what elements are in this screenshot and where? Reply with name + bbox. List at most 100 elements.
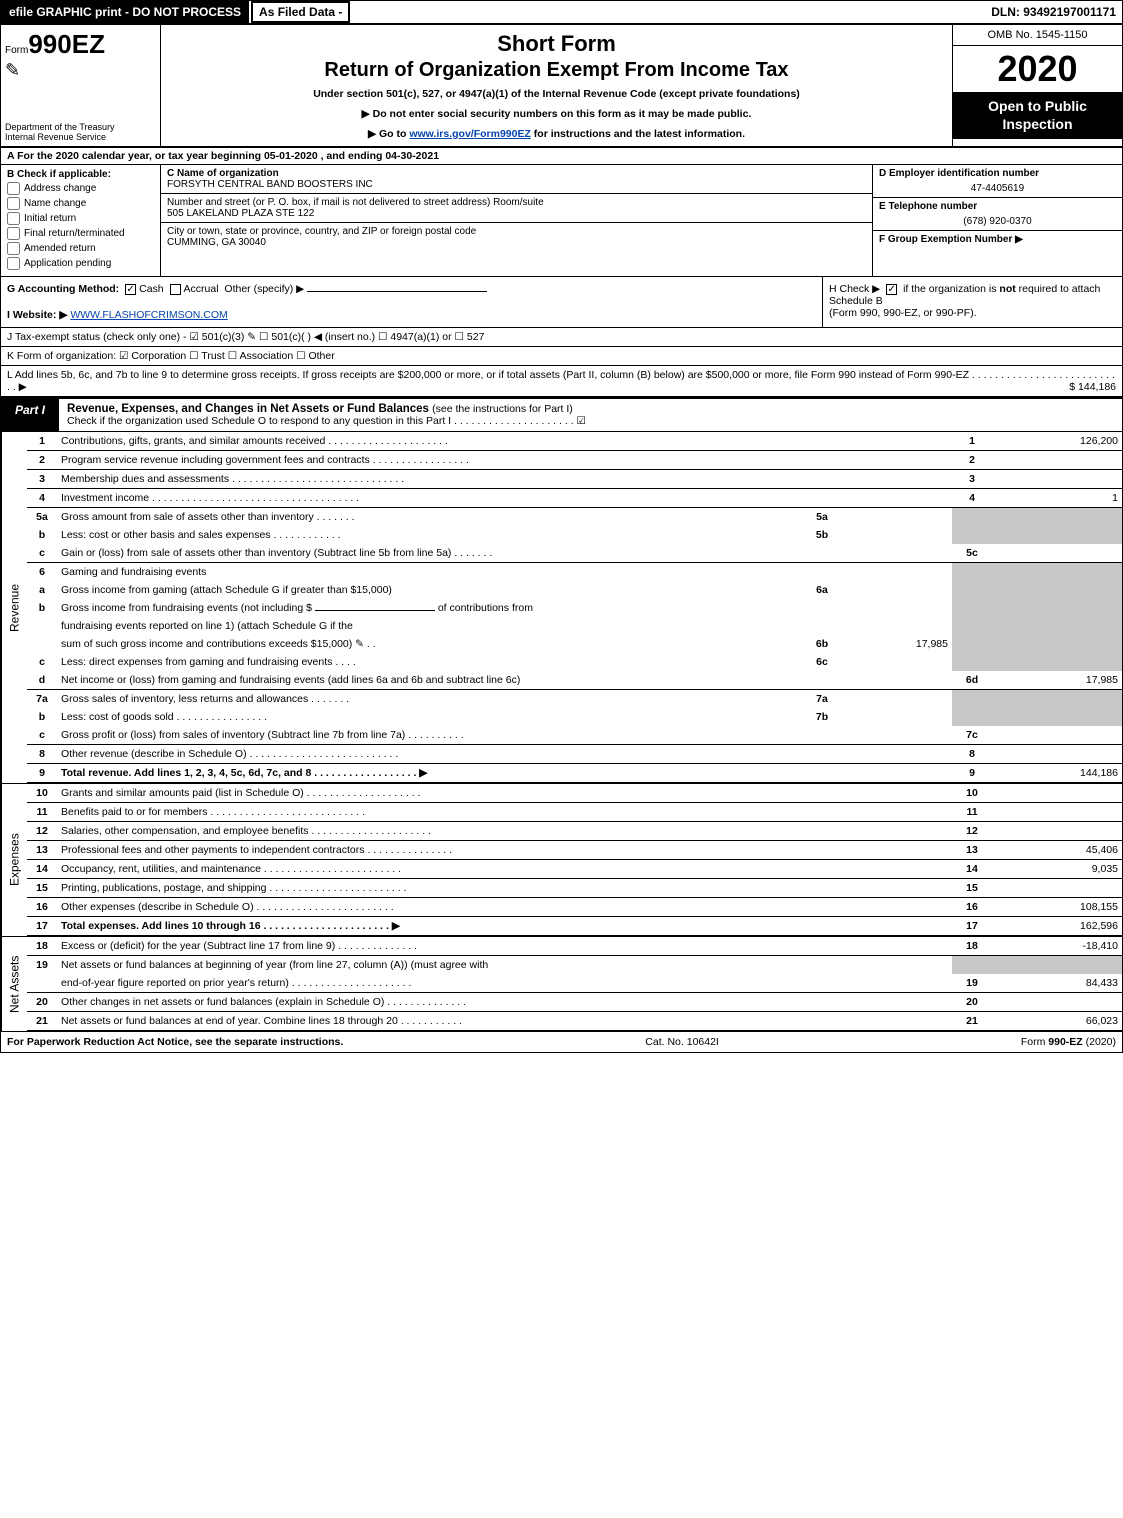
d19: Net assets or fund balances at beginning… <box>57 956 952 975</box>
v10 <box>992 784 1122 803</box>
n19b <box>27 974 57 993</box>
cn3: 3 <box>952 470 992 489</box>
n14: 14 <box>27 860 57 879</box>
v7c <box>992 726 1122 745</box>
cn15: 15 <box>952 879 992 898</box>
n9: 9 <box>27 764 57 783</box>
chk-amended-return[interactable]: Amended return <box>7 242 154 255</box>
mv7a <box>842 690 952 709</box>
n3: 3 <box>27 470 57 489</box>
expenses-table: 10Grants and similar amounts paid (list … <box>27 784 1122 936</box>
d6c: Less: direct expenses from gaming and fu… <box>57 653 802 671</box>
footer-mid: Cat. No. 10642I <box>645 1036 719 1048</box>
gv5a <box>992 508 1122 527</box>
cn2: 2 <box>952 451 992 470</box>
chk-initial-return[interactable]: Initial return <box>7 212 154 225</box>
v9: 144,186 <box>992 764 1122 783</box>
open-to-public: Open to Public Inspection <box>953 92 1122 139</box>
c-name-label: C Name of organization <box>167 168 866 179</box>
instruction-2: ▶ Go to www.irs.gov/Form990EZ for instru… <box>171 128 942 140</box>
cn11: 11 <box>952 803 992 822</box>
chk-application-pending[interactable]: Application pending <box>7 257 154 270</box>
n6: 6 <box>27 563 57 582</box>
v4: 1 <box>992 489 1122 508</box>
mn6b: 6b <box>802 635 842 653</box>
n15: 15 <box>27 879 57 898</box>
i-label: I Website: ▶ <box>7 309 67 321</box>
v12 <box>992 822 1122 841</box>
n10: 10 <box>27 784 57 803</box>
part1-title: Revenue, Expenses, and Changes in Net As… <box>59 399 1122 431</box>
cn13: 13 <box>952 841 992 860</box>
revenue-block: Revenue 1Contributions, gifts, grants, a… <box>1 432 1122 783</box>
d15: Printing, publications, postage, and shi… <box>57 879 952 898</box>
line-k: K Form of organization: ☑ Corporation ☐ … <box>1 347 1122 366</box>
d14: Occupancy, rent, utilities, and maintena… <box>57 860 952 879</box>
g6b3 <box>952 635 992 653</box>
title-left: Form990EZ ✎ Department of the Treasury I… <box>1 25 161 146</box>
n21: 21 <box>27 1012 57 1031</box>
mn7b: 7b <box>802 708 842 726</box>
mv6a <box>842 581 952 599</box>
netassets-table: 18Excess or (deficit) for the year (Subt… <box>27 937 1122 1031</box>
efile-print-button[interactable]: efile GRAPHIC print - DO NOT PROCESS <box>1 1 249 23</box>
b-header: B Check if applicable: <box>7 169 154 180</box>
gv6b2 <box>992 617 1122 635</box>
cn19: 19 <box>952 974 992 993</box>
d21: Net assets or fund balances at end of ye… <box>57 1012 952 1031</box>
n11: 11 <box>27 803 57 822</box>
mn7a: 7a <box>802 690 842 709</box>
n5b: b <box>27 526 57 544</box>
g-accrual: Accrual <box>184 283 219 295</box>
instruction-1: ▶ Do not enter social security numbers o… <box>171 108 942 120</box>
n17: 17 <box>27 917 57 936</box>
g6b1 <box>952 599 992 617</box>
form-page: efile GRAPHIC print - DO NOT PROCESS As … <box>0 0 1123 1053</box>
mv5b <box>842 526 952 544</box>
ein-value: 47-4405619 <box>879 183 1116 194</box>
mn5b: 5b <box>802 526 842 544</box>
cn20: 20 <box>952 993 992 1012</box>
n5a: 5a <box>27 508 57 527</box>
line-j: J Tax-exempt status (check only one) - ☑… <box>1 328 1122 347</box>
form-prefix: Form <box>5 45 28 56</box>
d7c: Gross profit or (loss) from sales of inv… <box>57 726 952 745</box>
as-filed-box: As Filed Data - <box>251 1 350 23</box>
g-cash: Cash <box>139 283 164 295</box>
phone-value: (678) 920-0370 <box>879 216 1116 227</box>
dln-label: DLN: 93492197001171 <box>985 1 1122 23</box>
f-group-row: F Group Exemption Number ▶ <box>873 231 1122 276</box>
d6b-pre: Gross income from fundraising events (no… <box>61 602 312 614</box>
expenses-lines: 10Grants and similar amounts paid (list … <box>27 784 1122 936</box>
d16: Other expenses (describe in Schedule O) … <box>57 898 952 917</box>
chk-address-change[interactable]: Address change <box>7 182 154 195</box>
chk-accrual[interactable] <box>170 284 181 295</box>
v6d: 17,985 <box>992 671 1122 690</box>
d6a: Gross income from gaming (attach Schedul… <box>57 581 802 599</box>
col-g: G Accounting Method: ✓Cash Accrual Other… <box>1 277 822 327</box>
chk-name-change[interactable]: Name change <box>7 197 154 210</box>
form-number: Form990EZ <box>5 29 156 60</box>
mn6c: 6c <box>802 653 842 671</box>
chk-final-return[interactable]: Final return/terminated <box>7 227 154 240</box>
d19b: end-of-year figure reported on prior yea… <box>57 974 952 993</box>
n20: 20 <box>27 993 57 1012</box>
mv7b <box>842 708 952 726</box>
v21: 66,023 <box>992 1012 1122 1031</box>
footer: For Paperwork Reduction Act Notice, see … <box>1 1031 1122 1052</box>
cn21: 21 <box>952 1012 992 1031</box>
chk-h[interactable]: ✓ <box>886 284 897 295</box>
website-link[interactable]: WWW.FLASHOFCRIMSON.COM <box>70 309 228 321</box>
d9: Total revenue. Add lines 1, 2, 3, 4, 5c,… <box>57 764 952 783</box>
gv6b3 <box>992 635 1122 653</box>
gv6 <box>992 563 1122 582</box>
mv6c <box>842 653 952 671</box>
form-num: 990EZ <box>28 29 105 59</box>
chk-cash[interactable]: ✓ <box>125 284 136 295</box>
irs-link[interactable]: www.irs.gov/Form990EZ <box>409 128 531 140</box>
d3: Membership dues and assessments . . . . … <box>57 470 952 489</box>
gv7a <box>992 690 1122 709</box>
g-other: Other (specify) ▶ <box>224 283 304 295</box>
d20: Other changes in net assets or fund bala… <box>57 993 952 1012</box>
c-street-row: Number and street (or P. O. box, if mail… <box>161 194 872 223</box>
